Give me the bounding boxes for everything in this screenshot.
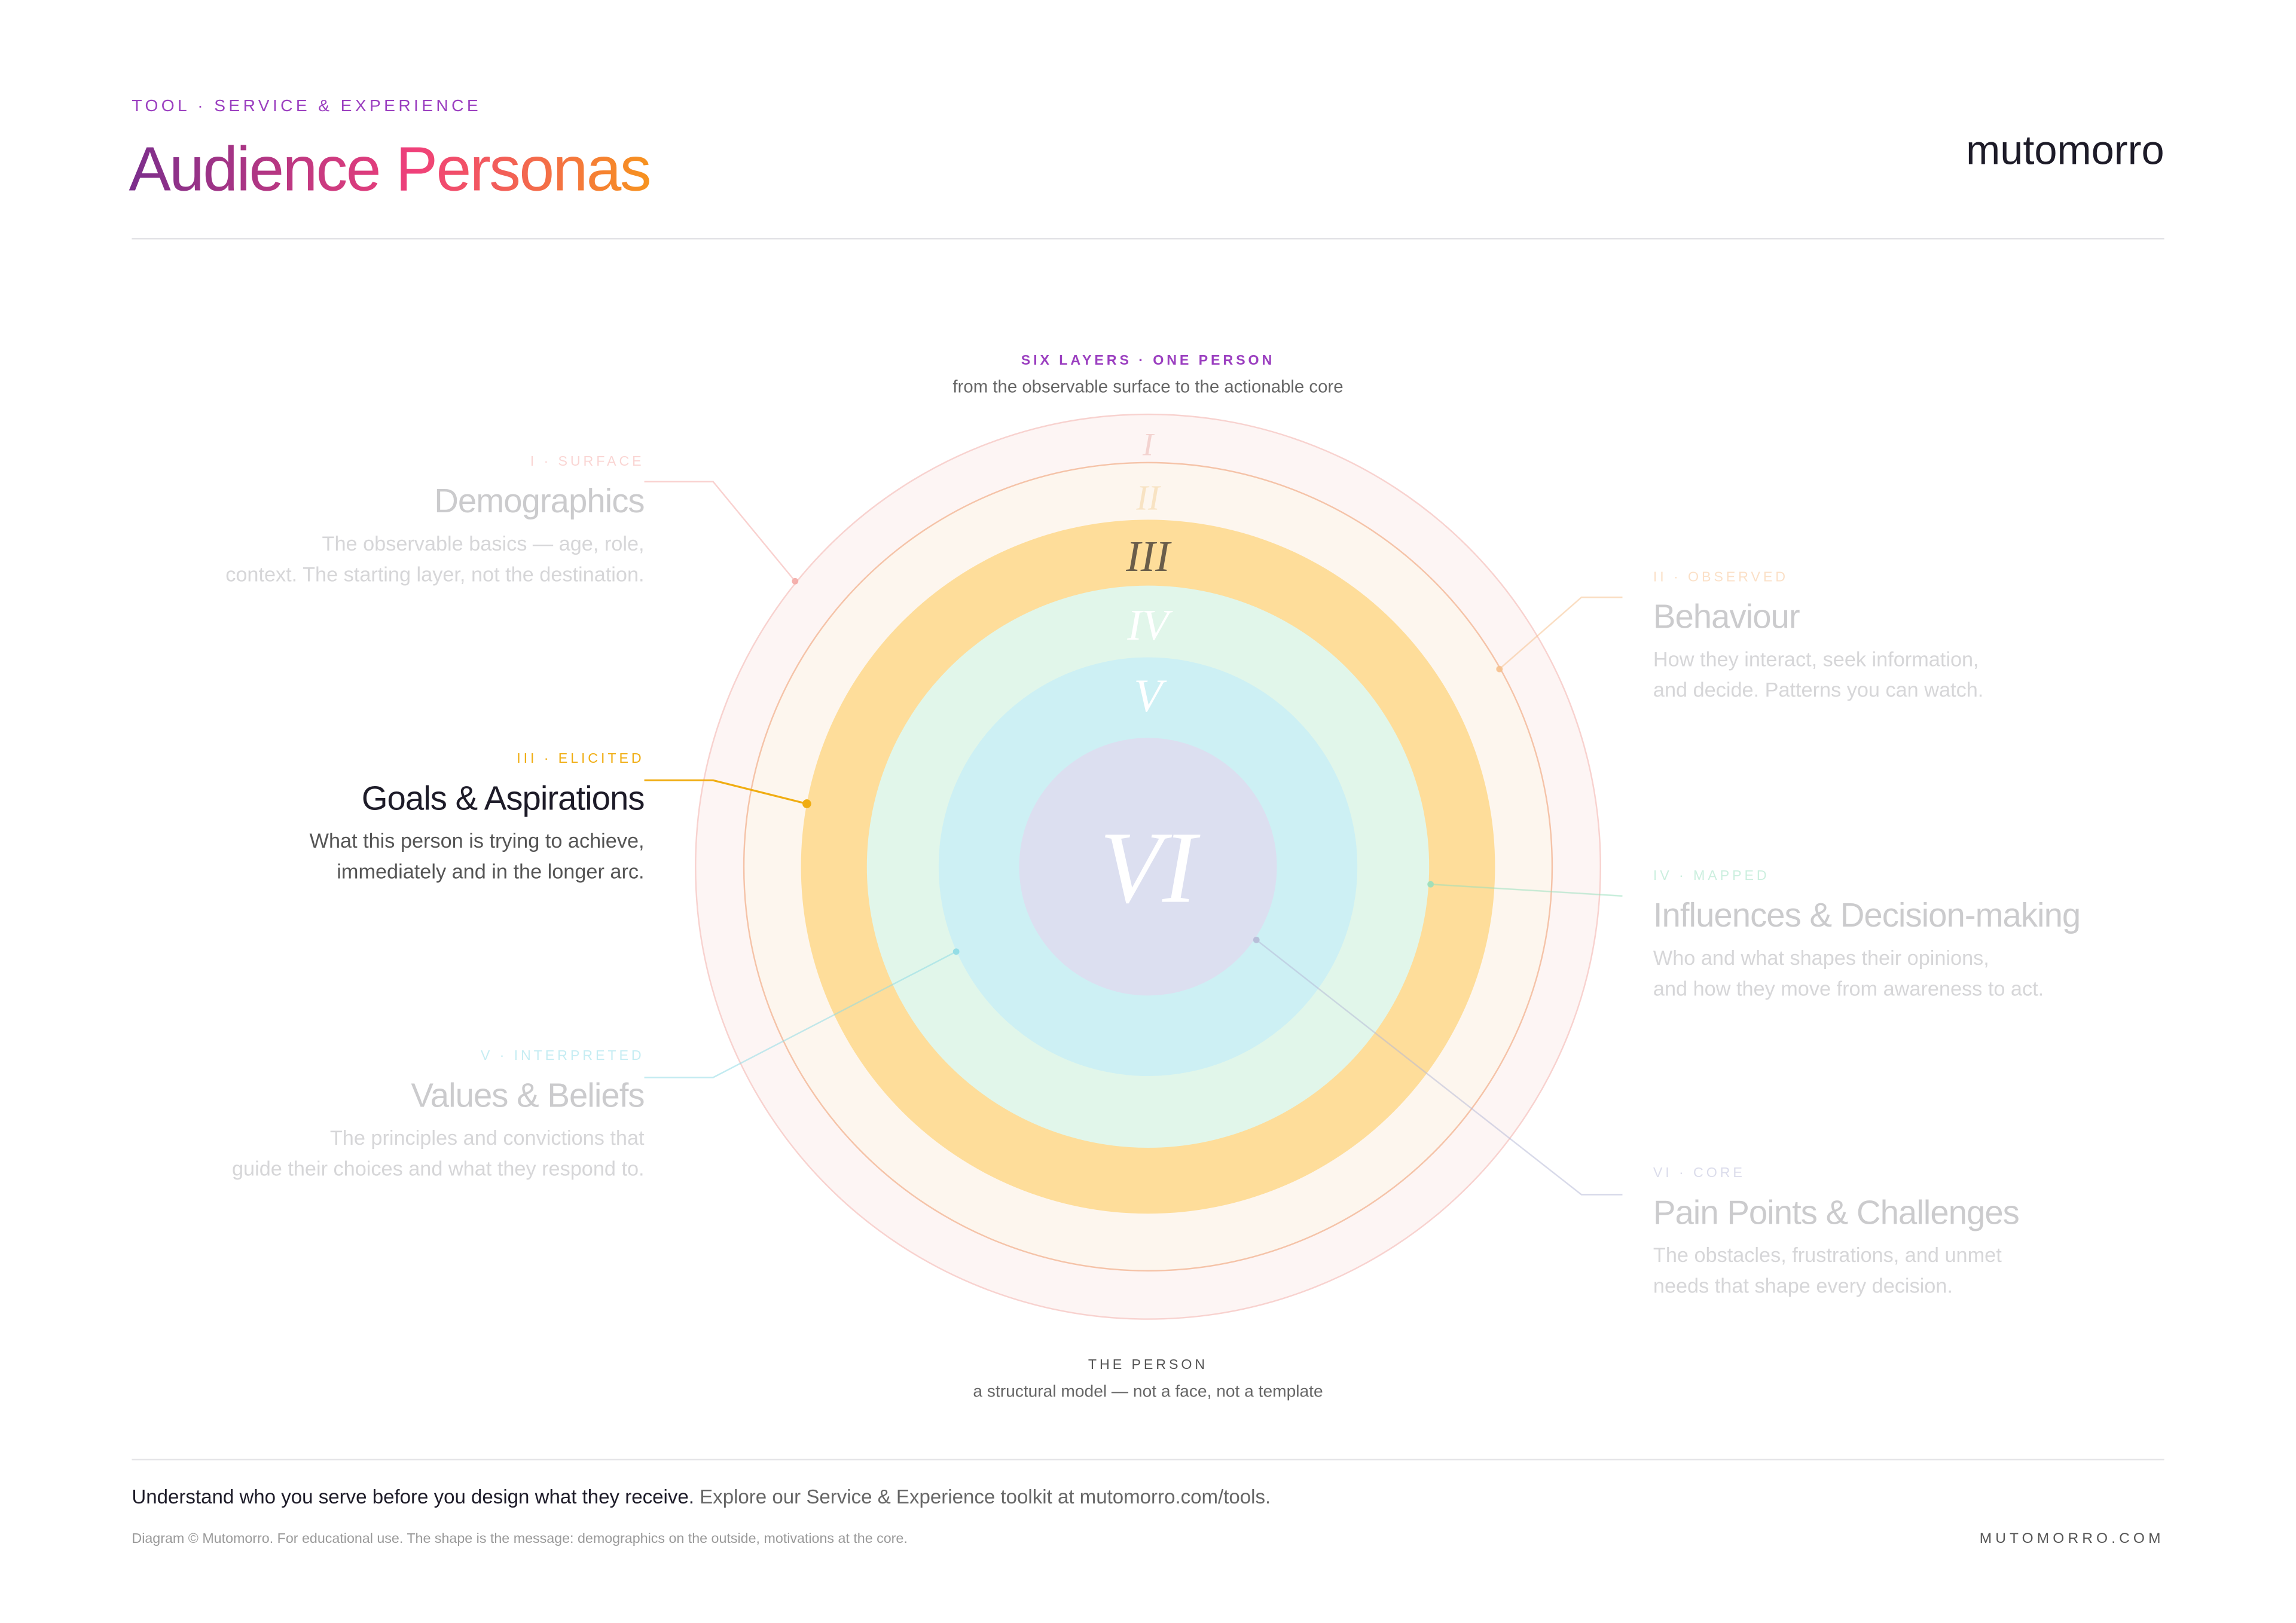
layer-title: Behaviour	[1653, 598, 1800, 635]
layer-tag: I · SURFACE	[530, 453, 645, 469]
layer: III · ELICITED Goals & Aspirations What th…	[310, 750, 811, 883]
connector-dot	[802, 799, 811, 808]
layer-description: needs that shape every decision.	[1653, 1274, 1953, 1297]
layer-description: and how they move from awareness to act.	[1653, 977, 2044, 1000]
layer-description: guide their choices and what they respon…	[232, 1158, 645, 1181]
caption-title: THE PERSON	[1088, 1356, 1208, 1372]
page-title: Audience Personas	[129, 134, 651, 204]
footer-rest: Explore our Service & Experience toolkit…	[700, 1486, 1271, 1508]
connector-dot	[1427, 881, 1434, 888]
connector	[1430, 883, 1623, 897]
ring-numeral: III	[1125, 532, 1172, 580]
layer-title: Influences & Decision-making	[1653, 896, 2080, 934]
layer-tag: IV · MAPPED	[1653, 867, 1770, 883]
layer-description: The principles and convictions that	[330, 1127, 645, 1150]
layer-title: Demographics	[434, 482, 644, 519]
ring-numeral: VI	[1100, 811, 1201, 925]
connector	[644, 779, 807, 805]
connector	[644, 950, 957, 1078]
layer: V · INTERPRETED Values & Beliefs The princ…	[232, 948, 960, 1181]
layer: II · OBSERVED Behaviour How they interact,…	[1496, 568, 1983, 702]
layer-title: Values & Beliefs	[411, 1076, 644, 1114]
connector	[1256, 939, 1623, 1196]
layer-description: The obstacles, frustrations, and unmet	[1653, 1244, 2002, 1267]
connector-dot	[952, 948, 960, 955]
layer-title: Goals & Aspirations	[362, 779, 645, 817]
ring-numeral: I	[1142, 427, 1155, 463]
diagram-subtitle: from the observable surface to the actio…	[952, 377, 1343, 396]
connector-dot	[792, 577, 799, 585]
layers: I · SURFACE Demographics The observable ba…	[225, 453, 2081, 1298]
layer-description: The observable basics — age, role,	[322, 533, 645, 555]
layer-tag: II · OBSERVED	[1653, 568, 1788, 584]
layer-tag: VI · CORE	[1653, 1164, 1745, 1180]
caption-text: a structural model — not a face, not a t…	[973, 1381, 1323, 1400]
connector-dot	[1253, 936, 1260, 943]
ring-numeral: V	[1134, 670, 1167, 722]
layer: VI · CORE Pain Points & Challenges The obs…	[1253, 936, 2020, 1297]
layer-title: Pain Points & Challenges	[1653, 1193, 2019, 1231]
connector-dot	[1496, 665, 1503, 673]
layer-tag: V · INTERPRETED	[481, 1047, 645, 1063]
ring	[1019, 738, 1277, 996]
layer-description: immediately and in the longer arc.	[337, 860, 644, 883]
footer-lead: Understand who you serve before you desi…	[132, 1486, 694, 1508]
ring-numeral: II	[1135, 478, 1161, 517]
fine-print: Diagram © Mutomorro. For educational use…	[132, 1530, 907, 1546]
connector	[1498, 596, 1623, 670]
layer-description: and decide. Patterns you can watch.	[1653, 679, 1983, 702]
layer-description: Who and what shapes their opinions,	[1653, 947, 1989, 970]
connector	[644, 481, 796, 582]
diagram-kicker: SIX LAYERS · ONE PERSON	[1021, 352, 1275, 368]
footer-url: MUTOMORRO.COM	[1980, 1530, 2164, 1546]
footer-text: Understand who you serve before you desi…	[132, 1486, 1271, 1508]
layer-description: context. The starting layer, not the des…	[225, 563, 644, 586]
brand: mutomorro	[1966, 127, 2164, 173]
eyebrow: TOOL · SERVICE & EXPERIENCE	[132, 96, 481, 115]
ring-numeral: IV	[1126, 601, 1173, 649]
layer-tag: III · ELICITED	[517, 750, 644, 766]
layer-description: What this person is trying to achieve,	[310, 830, 645, 852]
layer: IV · MAPPED Influences & Decision-making W…	[1427, 867, 2081, 1000]
layer-description: How they interact, seek information,	[1653, 648, 1979, 671]
layer: I · SURFACE Demographics The observable ba…	[225, 453, 799, 586]
